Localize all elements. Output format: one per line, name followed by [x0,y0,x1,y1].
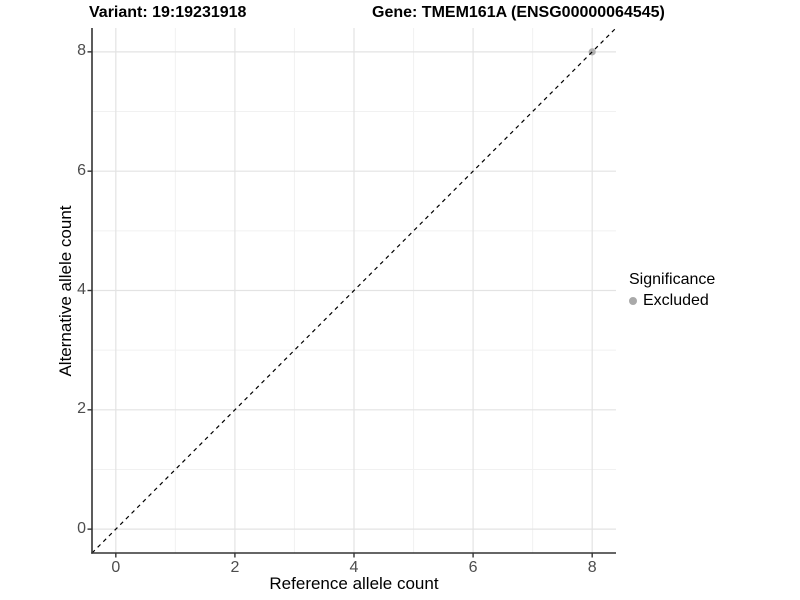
legend-items: Excluded [629,291,715,311]
y-tick-label-4: 4 [77,281,86,298]
legend: Significance Excluded [629,270,715,311]
legend-item-label: Excluded [643,292,709,309]
y-tick-label-8: 8 [77,42,86,60]
y-tick-label-0: 0 [77,519,86,537]
x-tick-label-0: 0 [111,559,121,576]
x-tick-label-4: 4 [349,559,359,576]
legend-item-excluded: Excluded [629,291,715,311]
x-tick-label-6: 6 [468,559,478,576]
y-axis-title: Alternative allele count [56,205,75,377]
x-tick-label-8: 8 [587,559,597,576]
y-tick-label-6: 6 [77,161,86,179]
x-axis-title: Reference allele count [269,574,439,593]
x-tick-label-2: 2 [230,559,240,576]
gene-title: Gene: TMEM161A (ENSG00000064545) [372,4,665,21]
y-tick-label-2: 2 [77,400,86,418]
variant-title: Variant: 19:19231918 [89,4,247,21]
identity-reference-line [91,27,617,554]
legend-point-icon [629,297,637,305]
legend-title: Significance [629,271,716,288]
